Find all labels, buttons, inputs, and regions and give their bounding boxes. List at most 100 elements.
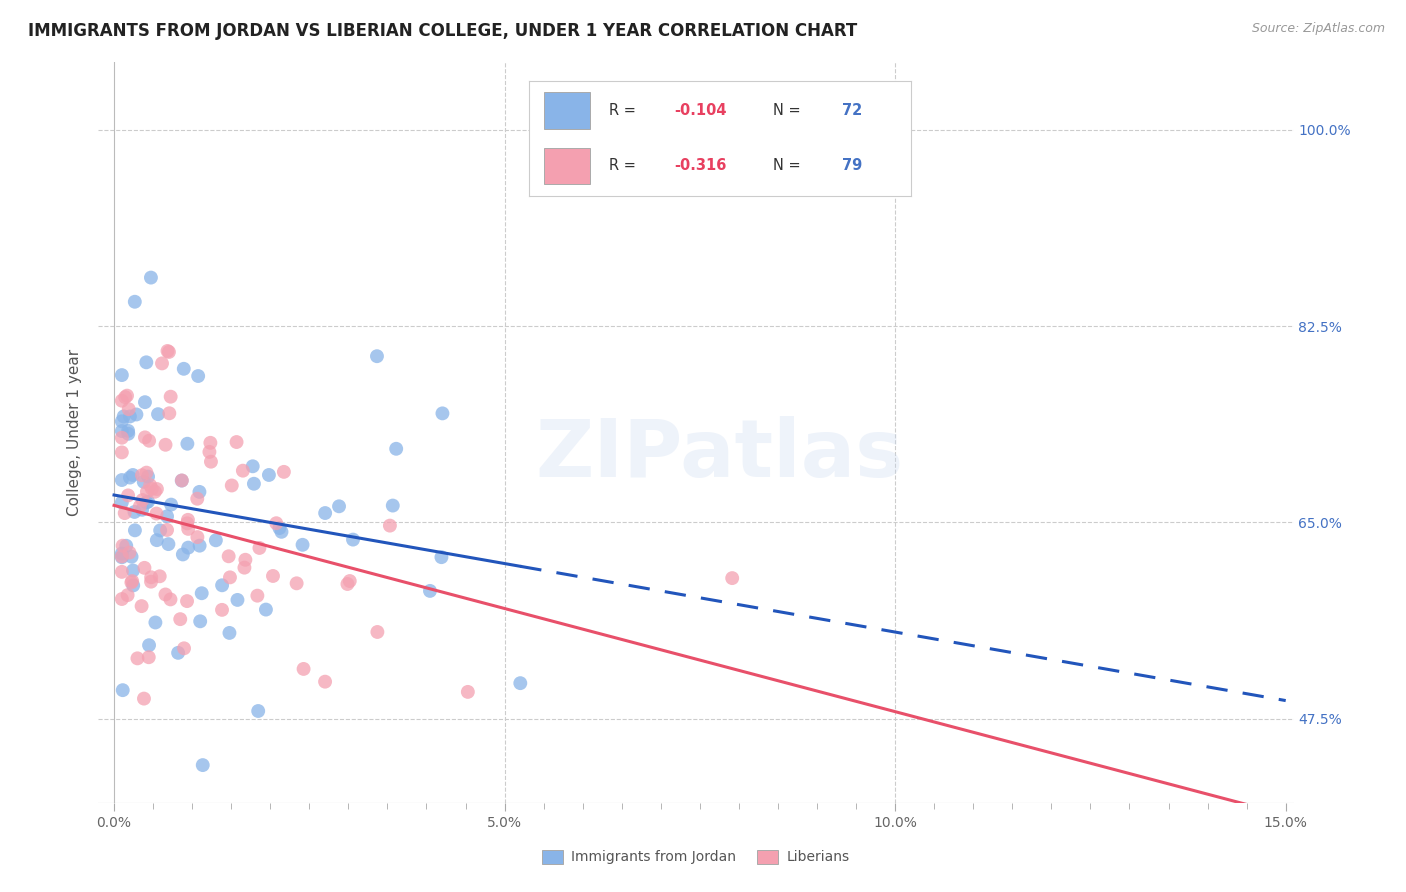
Point bbox=[136, 469, 159, 483]
Point bbox=[134, 561, 156, 575]
Point bbox=[242, 459, 264, 474]
Point bbox=[385, 442, 408, 456]
Point bbox=[218, 549, 240, 564]
Point bbox=[121, 574, 143, 588]
Point bbox=[141, 570, 163, 584]
Point bbox=[211, 578, 233, 592]
Point bbox=[226, 593, 249, 607]
Point bbox=[221, 478, 243, 492]
Y-axis label: College, Under 1 year: College, Under 1 year bbox=[67, 349, 83, 516]
Point bbox=[721, 571, 744, 585]
Point bbox=[135, 495, 157, 509]
Point bbox=[128, 500, 150, 514]
Point bbox=[150, 356, 173, 370]
Point bbox=[135, 355, 157, 369]
Point bbox=[186, 530, 208, 544]
Point bbox=[167, 646, 190, 660]
Point bbox=[291, 538, 314, 552]
Point bbox=[131, 493, 153, 508]
Point bbox=[273, 465, 295, 479]
Point bbox=[115, 539, 138, 553]
Point bbox=[121, 467, 143, 482]
Point bbox=[218, 626, 240, 640]
Point bbox=[111, 393, 134, 408]
Point bbox=[381, 499, 404, 513]
Point bbox=[378, 518, 401, 533]
Point bbox=[124, 294, 146, 309]
Point bbox=[111, 592, 134, 607]
Point bbox=[149, 569, 172, 583]
Point bbox=[328, 500, 350, 514]
Point bbox=[235, 553, 257, 567]
Point bbox=[432, 406, 454, 420]
Point bbox=[149, 524, 172, 538]
Point bbox=[159, 592, 181, 607]
Point bbox=[124, 524, 146, 538]
Point bbox=[111, 445, 134, 459]
Point bbox=[114, 506, 136, 520]
Point bbox=[117, 488, 139, 502]
Point bbox=[134, 430, 156, 444]
Point bbox=[114, 390, 136, 404]
Point bbox=[177, 522, 200, 536]
Point bbox=[292, 662, 315, 676]
Point bbox=[198, 445, 221, 459]
Point bbox=[115, 389, 138, 403]
Point bbox=[285, 576, 308, 591]
Point bbox=[157, 345, 180, 359]
Text: ZIPatlas: ZIPatlas bbox=[536, 416, 904, 494]
Point bbox=[366, 624, 388, 639]
Point bbox=[155, 438, 177, 452]
Point bbox=[132, 475, 155, 489]
Text: IMMIGRANTS FROM JORDAN VS LIBERIAN COLLEGE, UNDER 1 YEAR CORRELATION CHART: IMMIGRANTS FROM JORDAN VS LIBERIAN COLLE… bbox=[28, 22, 858, 40]
Point bbox=[509, 676, 531, 690]
Point bbox=[170, 474, 193, 488]
Point bbox=[145, 507, 167, 521]
Point bbox=[200, 455, 222, 469]
Point bbox=[157, 537, 180, 551]
Point bbox=[205, 533, 228, 548]
Point bbox=[122, 578, 145, 592]
Point bbox=[246, 589, 269, 603]
Point bbox=[249, 541, 271, 555]
Point bbox=[136, 484, 159, 499]
Point bbox=[314, 674, 336, 689]
Point bbox=[156, 509, 179, 524]
Point bbox=[156, 523, 179, 537]
Point bbox=[125, 408, 148, 422]
Point bbox=[120, 575, 142, 590]
Point bbox=[146, 482, 169, 496]
Point bbox=[124, 505, 146, 519]
Legend: Immigrants from Jordan, Liberians: Immigrants from Jordan, Liberians bbox=[537, 844, 855, 870]
Point bbox=[159, 390, 181, 404]
Point bbox=[117, 588, 139, 602]
Point bbox=[176, 516, 198, 531]
Point bbox=[266, 516, 288, 531]
Point bbox=[257, 467, 280, 482]
Point bbox=[177, 541, 200, 555]
Point bbox=[219, 570, 242, 584]
Point bbox=[112, 409, 135, 424]
Point bbox=[111, 683, 134, 698]
Point bbox=[135, 466, 157, 480]
Point bbox=[366, 349, 388, 363]
Point bbox=[269, 521, 291, 535]
Point bbox=[138, 434, 160, 448]
Point bbox=[136, 494, 159, 508]
Point bbox=[131, 599, 153, 614]
Point bbox=[336, 577, 359, 591]
Point bbox=[111, 547, 134, 561]
Point bbox=[191, 758, 214, 772]
Point bbox=[138, 638, 160, 652]
Point bbox=[138, 650, 160, 665]
Point bbox=[233, 560, 256, 574]
Point bbox=[176, 436, 198, 450]
Point bbox=[146, 407, 169, 421]
Point bbox=[111, 550, 134, 565]
Point bbox=[121, 549, 143, 564]
Point bbox=[457, 685, 479, 699]
Point bbox=[419, 583, 441, 598]
Point bbox=[342, 533, 364, 547]
Point bbox=[173, 641, 195, 656]
Point bbox=[139, 270, 162, 285]
